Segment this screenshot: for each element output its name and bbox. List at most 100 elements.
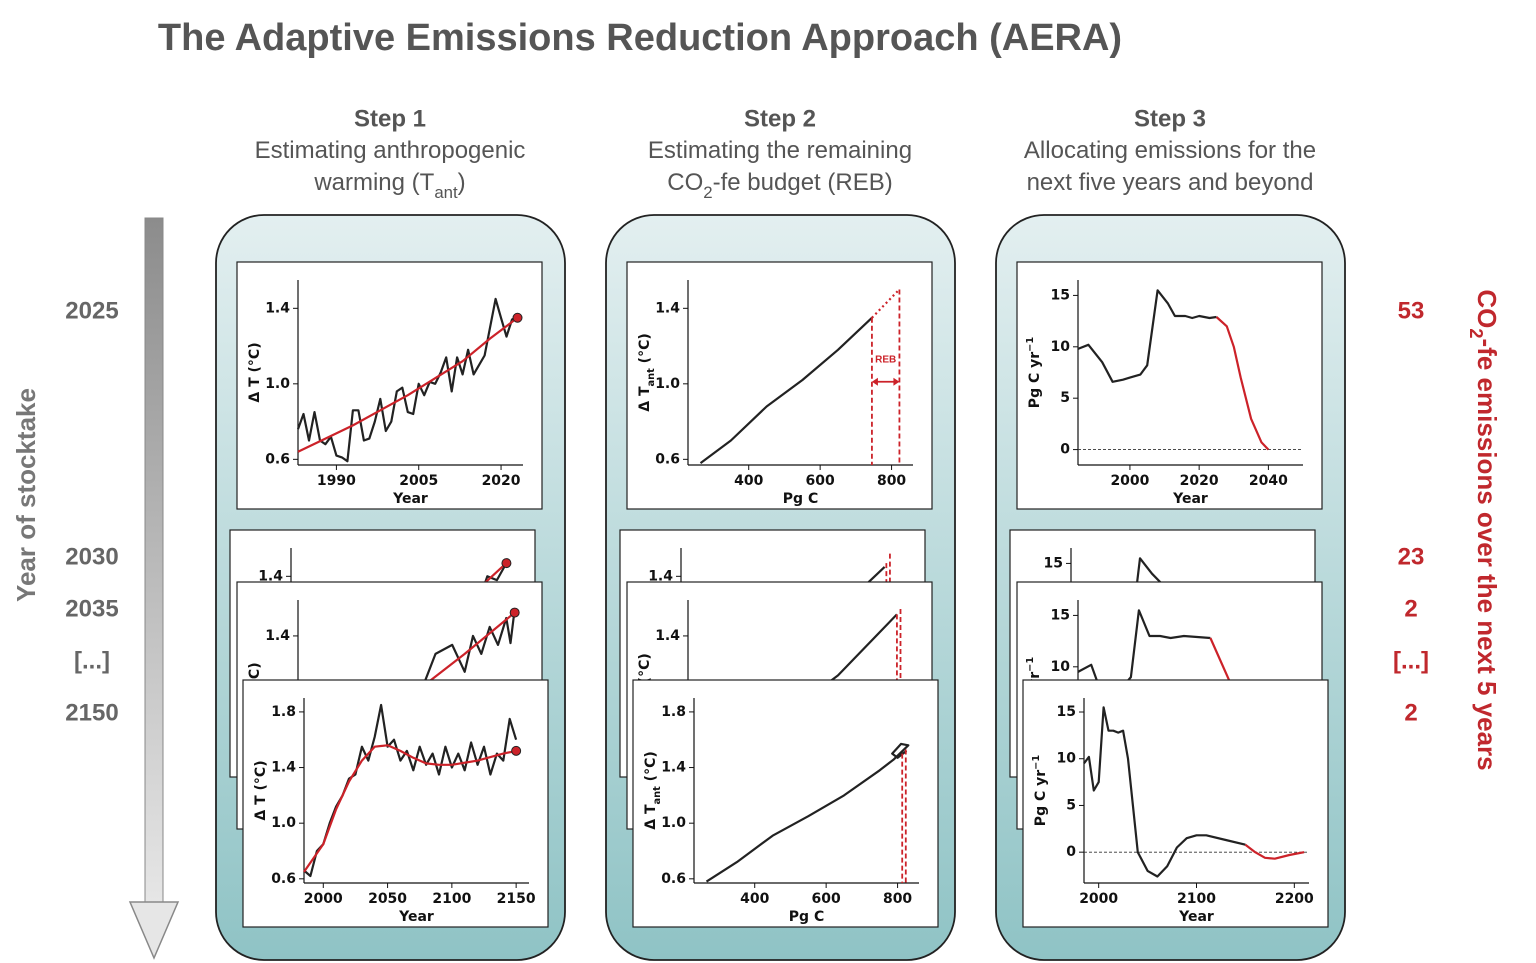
text-part: Δ T (°C) <box>253 760 269 820</box>
x-tick-label: 800 <box>877 473 906 489</box>
step-title: Step 3 <box>1134 105 1206 132</box>
series-line <box>303 744 517 873</box>
series-line <box>871 288 901 319</box>
panel: 0.6 1.0 1.4 1.8 400 600 800 Pg C Δ Tant (°C) <box>632 679 939 928</box>
stocktake-year: 2025 <box>65 297 118 324</box>
text-part: ant <box>652 786 663 805</box>
series-line <box>699 317 873 464</box>
panel-card <box>1016 261 1323 510</box>
step-description: Allocating emissions for the <box>1024 137 1316 164</box>
y-tick-label: 1.4 <box>265 628 290 644</box>
x-tick-label: 2040 <box>1249 473 1288 489</box>
x-tick-label: 2100 <box>432 891 471 907</box>
text-part: −1 <box>1025 337 1036 352</box>
y-tick-label: 10 <box>1051 339 1071 355</box>
y-axis-label: Δ Tant (°C) <box>637 333 657 412</box>
y-tick-label: 1.4 <box>265 300 290 316</box>
y-tick-label: 1.8 <box>271 704 296 720</box>
y-tick-label: 10 <box>1057 751 1077 767</box>
y-tick-label: 15 <box>1044 555 1063 571</box>
panel: 0.6 1.0 1.4 1.8 2000 2050 2100 2150 Year Δ T (°C) <box>242 679 549 928</box>
step-title: Step 2 <box>744 105 816 132</box>
y-tick-label: 1.0 <box>271 815 296 831</box>
x-tick-label: 2000 <box>1110 473 1149 489</box>
step-description: Estimating the remaining <box>648 137 912 164</box>
y-tick-label: 1.4 <box>655 300 680 316</box>
y-tick-label: 1.8 <box>661 704 686 720</box>
y-tick-label: 0.6 <box>661 871 686 887</box>
x-tick-label: 2000 <box>1079 891 1118 907</box>
x-tick-label: 2150 <box>497 891 536 907</box>
step-description: CO2-fe budget (REB) <box>667 169 892 202</box>
x-axis-label: Pg C <box>783 491 818 507</box>
text-part: Pg C yr <box>1027 352 1043 408</box>
text-part: CO <box>1472 289 1502 328</box>
y-tick-label: 10 <box>1051 659 1071 675</box>
stocktake-year: 2035 <box>65 595 118 622</box>
series-line <box>1077 289 1217 383</box>
text-part: warming (T <box>313 169 434 196</box>
y-tick-label: 0.6 <box>655 451 680 467</box>
stocktake-year: 2150 <box>65 699 118 726</box>
title: The Adaptive Emissions Reduction Approac… <box>158 17 1122 59</box>
text-part: Pg C yr <box>1033 770 1049 826</box>
text-part: (°C) <box>637 333 653 368</box>
text-part: 2 <box>703 183 712 202</box>
x-axis-label: Year <box>392 491 428 507</box>
y-tick-label: 1.4 <box>648 568 673 584</box>
text-part: −1 <box>1031 755 1042 770</box>
x-axis-label: Year <box>1172 491 1208 507</box>
y-tick-label: 15 <box>1051 607 1070 623</box>
text-part: Estimating anthropogenic <box>255 137 526 164</box>
step-description: Estimating anthropogenic <box>255 137 526 164</box>
panel-card <box>632 679 939 928</box>
text-part: -fe emissions over the next 5 years <box>1472 339 1502 771</box>
panel: 0 5 10 15 2000 2100 2200 Year Pg C yr−1 <box>1022 679 1329 928</box>
y-axis-label: Δ T (°C) <box>247 342 263 402</box>
x-tick-label: 600 <box>806 473 835 489</box>
emissions-value: 2 <box>1404 595 1417 622</box>
y-tick-label: 0.6 <box>265 451 290 467</box>
y-tick-label: 5 <box>1066 797 1076 813</box>
text-part: Δ T <box>643 804 659 830</box>
x-tick-label: 600 <box>812 891 841 907</box>
text-part: ant <box>434 183 458 202</box>
panel-card <box>236 261 543 510</box>
y-tick-label: 1.4 <box>661 760 686 776</box>
x-axis-label: Pg C <box>789 909 824 925</box>
series-line <box>1244 843 1305 860</box>
panel: 0.6 1.0 1.4 400 600 800 Pg C Δ Tant (°C) REB <box>626 261 933 510</box>
panel-card <box>626 261 933 510</box>
x-tick-label: 800 <box>883 891 912 907</box>
x-axis-label: Year <box>1178 909 1214 925</box>
y-tick-label: 5 <box>1060 390 1070 406</box>
step-description: next five years and beyond <box>1027 169 1314 196</box>
end-point <box>511 745 522 756</box>
y-axis-label: Δ Tant (°C) <box>643 751 663 830</box>
text-part: Δ T <box>637 386 653 412</box>
stocktake-year: 2030 <box>65 543 118 570</box>
emissions-value: [...] <box>1393 647 1429 674</box>
text-part: ) <box>458 169 466 196</box>
y-tick-label: 1.0 <box>655 376 680 392</box>
step-title: Step 1 <box>354 105 426 132</box>
x-tick-label: 2100 <box>1177 891 1216 907</box>
x-tick-label: 2000 <box>304 891 343 907</box>
timeline-arrow <box>144 217 164 903</box>
y-tick-label: 1.0 <box>265 376 290 392</box>
y-tick-label: 1.4 <box>271 760 296 776</box>
timeline-arrowhead <box>128 901 180 960</box>
emissions-label: CO2-fe emissions over the next 5 years <box>1466 289 1502 770</box>
text-part: −1 <box>1025 657 1036 672</box>
y-tick-label: 1.0 <box>661 815 686 831</box>
x-tick-label: 400 <box>734 473 763 489</box>
stocktake-year: [...] <box>74 647 110 674</box>
y-tick-label: 1.4 <box>655 628 680 644</box>
y-tick-label: 1.4 <box>258 568 283 584</box>
series-line <box>705 742 910 883</box>
axis-label: Year of stocktake <box>11 388 41 602</box>
y-tick-label: 15 <box>1051 287 1070 303</box>
y-axis-label: Pg C yr−1 <box>1025 337 1044 409</box>
text-part: Δ T (°C) <box>247 342 263 402</box>
end-point <box>501 558 512 569</box>
